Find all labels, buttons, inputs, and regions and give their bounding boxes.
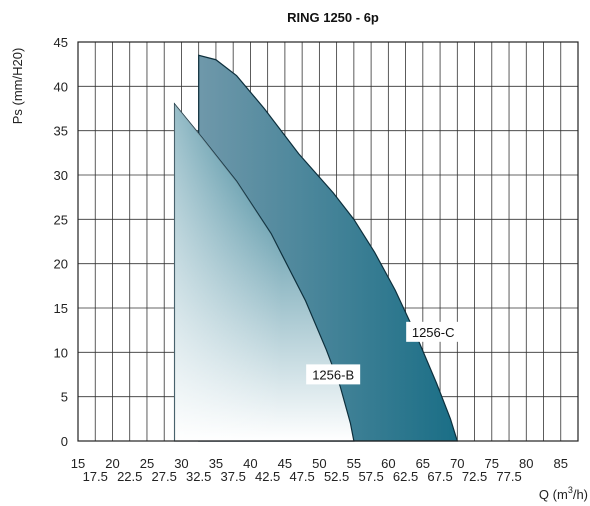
plot-frame <box>77 41 579 442</box>
x-tick-label-minor: 42.5 <box>255 469 280 484</box>
y-tick-label: 15 <box>54 301 68 316</box>
x-tick-label: 60 <box>381 456 395 471</box>
x-tick-label-minor: 32.5 <box>186 469 211 484</box>
y-tick-label: 20 <box>54 257 68 272</box>
y-tick-label: 40 <box>54 79 68 94</box>
x-axis-label-prefix: Q (m <box>539 487 568 502</box>
x-tick-label: 15 <box>71 456 85 471</box>
x-tick-label: 45 <box>278 456 292 471</box>
y-tick-label: 0 <box>61 434 68 449</box>
x-tick-label: 85 <box>554 456 568 471</box>
series-layer <box>173 54 459 442</box>
x-tick-label: 30 <box>174 456 188 471</box>
y-axis-label: Ps (mm/H20) <box>10 48 25 125</box>
x-tick-label: 35 <box>209 456 223 471</box>
y-tick-label: 35 <box>54 124 68 139</box>
x-tick-label: 25 <box>140 456 154 471</box>
x-tick-label-minor: 52.5 <box>324 469 349 484</box>
y-tick-label: 10 <box>54 345 68 360</box>
x-axis-ticks: 15 20 25 30 35 40 45 50 55 60 65 70 75 80 85 17.5 22.5 27… <box>71 456 568 484</box>
x-tick-label: 20 <box>105 456 119 471</box>
series-label-box <box>306 364 361 385</box>
series-area-1256-B-highlight <box>174 104 354 442</box>
x-tick-label: 80 <box>519 456 533 471</box>
series-label-1256-B: 1256-B <box>306 364 361 385</box>
series-label-text: 1256-C <box>412 325 455 340</box>
x-axis-label-suffix: /h) <box>573 487 588 502</box>
x-tick-label-minor: 62.5 <box>393 469 418 484</box>
x-tick-label-minor: 27.5 <box>152 469 177 484</box>
series-label-text: 1256-B <box>312 367 354 382</box>
x-tick-label: 50 <box>312 456 326 471</box>
x-tick-label: 40 <box>243 456 257 471</box>
y-tick-label: 45 <box>54 35 68 50</box>
y-tick-label: 30 <box>54 168 68 183</box>
x-tick-label: 75 <box>485 456 499 471</box>
x-tick-label-minor: 77.5 <box>496 469 521 484</box>
x-tick-label-minor: 72.5 <box>462 469 487 484</box>
x-tick-label: 55 <box>347 456 361 471</box>
x-tick-label-minor: 67.5 <box>427 469 452 484</box>
x-tick-label-minor: 37.5 <box>221 469 246 484</box>
series-labels: 1256-B 1256-C <box>306 321 461 385</box>
x-tick-label-minor: 57.5 <box>358 469 383 484</box>
x-axis-label-sup: 3 <box>568 485 573 495</box>
series-label-box <box>406 321 461 342</box>
x-tick-label: 65 <box>416 456 430 471</box>
x-tick-label-minor: 22.5 <box>117 469 142 484</box>
x-axis-label: Q (m3/h) <box>539 485 588 502</box>
series-label-1256-C: 1256-C <box>406 321 461 342</box>
y-axis-ticks: 0 5 10 15 20 25 30 35 40 45 <box>54 35 68 449</box>
x-tick-label: 70 <box>450 456 464 471</box>
y-tick-label: 5 <box>61 390 68 405</box>
x-tick-label-minor: 47.5 <box>289 469 314 484</box>
y-tick-label: 25 <box>54 212 68 227</box>
chart-title: RING 1250 - 6p <box>287 10 379 25</box>
x-tick-label-minor: 17.5 <box>83 469 108 484</box>
